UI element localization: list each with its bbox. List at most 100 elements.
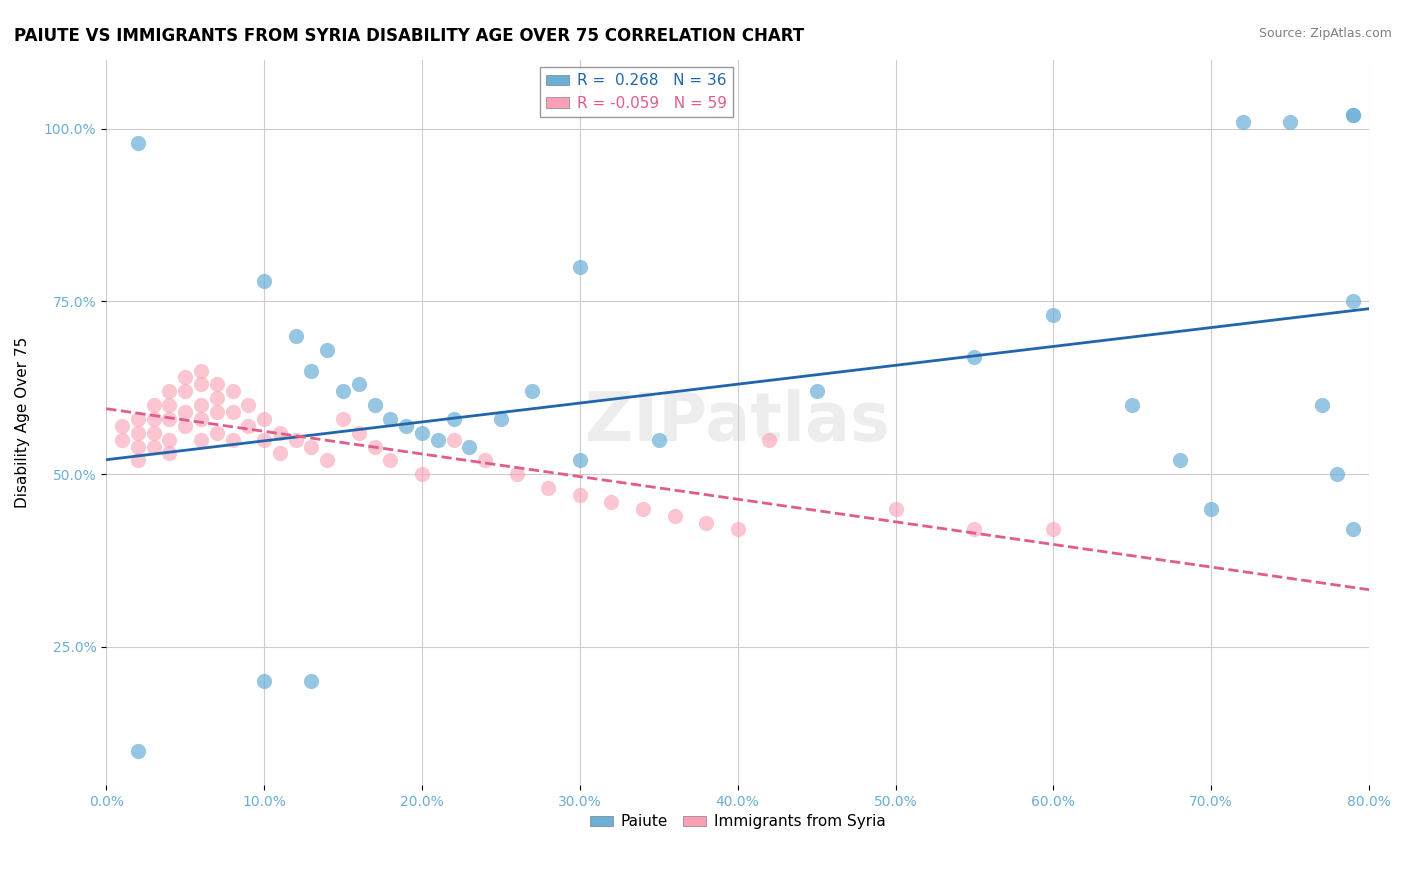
Point — [221, 384, 243, 399]
Point — [205, 391, 228, 405]
Point — [1199, 501, 1222, 516]
Text: Source: ZipAtlas.com: Source: ZipAtlas.com — [1258, 27, 1392, 40]
Point — [301, 674, 323, 689]
Point — [489, 412, 512, 426]
Point — [347, 377, 370, 392]
Point — [395, 418, 418, 433]
Point — [301, 440, 323, 454]
Point — [664, 508, 686, 523]
Point — [157, 412, 180, 426]
Point — [1168, 453, 1191, 467]
Point — [537, 481, 560, 495]
Point — [157, 446, 180, 460]
Point — [127, 453, 149, 467]
Point — [190, 398, 212, 412]
Point — [1326, 467, 1348, 482]
Point — [1232, 115, 1254, 129]
Point — [426, 433, 449, 447]
Point — [332, 412, 354, 426]
Point — [205, 405, 228, 419]
Point — [1121, 398, 1143, 412]
Point — [127, 412, 149, 426]
Point — [411, 425, 433, 440]
Point — [380, 412, 402, 426]
Text: ZIPatlas: ZIPatlas — [585, 389, 890, 455]
Point — [505, 467, 527, 482]
Point — [443, 433, 465, 447]
Point — [205, 425, 228, 440]
Point — [174, 384, 197, 399]
Point — [695, 516, 717, 530]
Point — [142, 398, 165, 412]
Point — [157, 433, 180, 447]
Point — [190, 377, 212, 392]
Point — [190, 412, 212, 426]
Point — [458, 440, 481, 454]
Point — [174, 418, 197, 433]
Y-axis label: Disability Age Over 75: Disability Age Over 75 — [15, 336, 30, 508]
Point — [1279, 115, 1302, 129]
Point — [142, 425, 165, 440]
Point — [174, 405, 197, 419]
Point — [284, 433, 307, 447]
Point — [522, 384, 544, 399]
Point — [884, 501, 907, 516]
Point — [568, 453, 591, 467]
Point — [1310, 398, 1333, 412]
Point — [316, 343, 339, 357]
Point — [963, 523, 986, 537]
Point — [111, 418, 134, 433]
Point — [253, 412, 276, 426]
Point — [1042, 308, 1064, 322]
Point — [127, 743, 149, 757]
Point — [157, 384, 180, 399]
Point — [269, 446, 291, 460]
Point — [316, 453, 339, 467]
Point — [284, 329, 307, 343]
Point — [963, 350, 986, 364]
Point — [411, 467, 433, 482]
Point — [363, 398, 385, 412]
Point — [190, 433, 212, 447]
Point — [301, 363, 323, 377]
Point — [127, 136, 149, 150]
Point — [443, 412, 465, 426]
Point — [142, 412, 165, 426]
Point — [631, 501, 654, 516]
Point — [205, 377, 228, 392]
Point — [758, 433, 780, 447]
Legend: Paiute, Immigrants from Syria: Paiute, Immigrants from Syria — [583, 808, 891, 836]
Point — [190, 363, 212, 377]
Point — [380, 453, 402, 467]
Point — [221, 405, 243, 419]
Point — [474, 453, 496, 467]
Point — [332, 384, 354, 399]
Point — [221, 433, 243, 447]
Text: PAIUTE VS IMMIGRANTS FROM SYRIA DISABILITY AGE OVER 75 CORRELATION CHART: PAIUTE VS IMMIGRANTS FROM SYRIA DISABILI… — [14, 27, 804, 45]
Point — [238, 418, 260, 433]
Point — [600, 495, 623, 509]
Point — [174, 370, 197, 384]
Point — [1343, 294, 1365, 309]
Point — [253, 274, 276, 288]
Point — [568, 260, 591, 274]
Point — [127, 425, 149, 440]
Point — [157, 398, 180, 412]
Point — [269, 425, 291, 440]
Point — [568, 488, 591, 502]
Point — [238, 398, 260, 412]
Point — [363, 440, 385, 454]
Point — [127, 440, 149, 454]
Point — [1343, 523, 1365, 537]
Point — [1343, 108, 1365, 122]
Point — [806, 384, 828, 399]
Point — [142, 440, 165, 454]
Point — [1042, 523, 1064, 537]
Point — [253, 433, 276, 447]
Point — [727, 523, 749, 537]
Point — [648, 433, 671, 447]
Point — [1343, 108, 1365, 122]
Point — [253, 674, 276, 689]
Point — [347, 425, 370, 440]
Point — [111, 433, 134, 447]
